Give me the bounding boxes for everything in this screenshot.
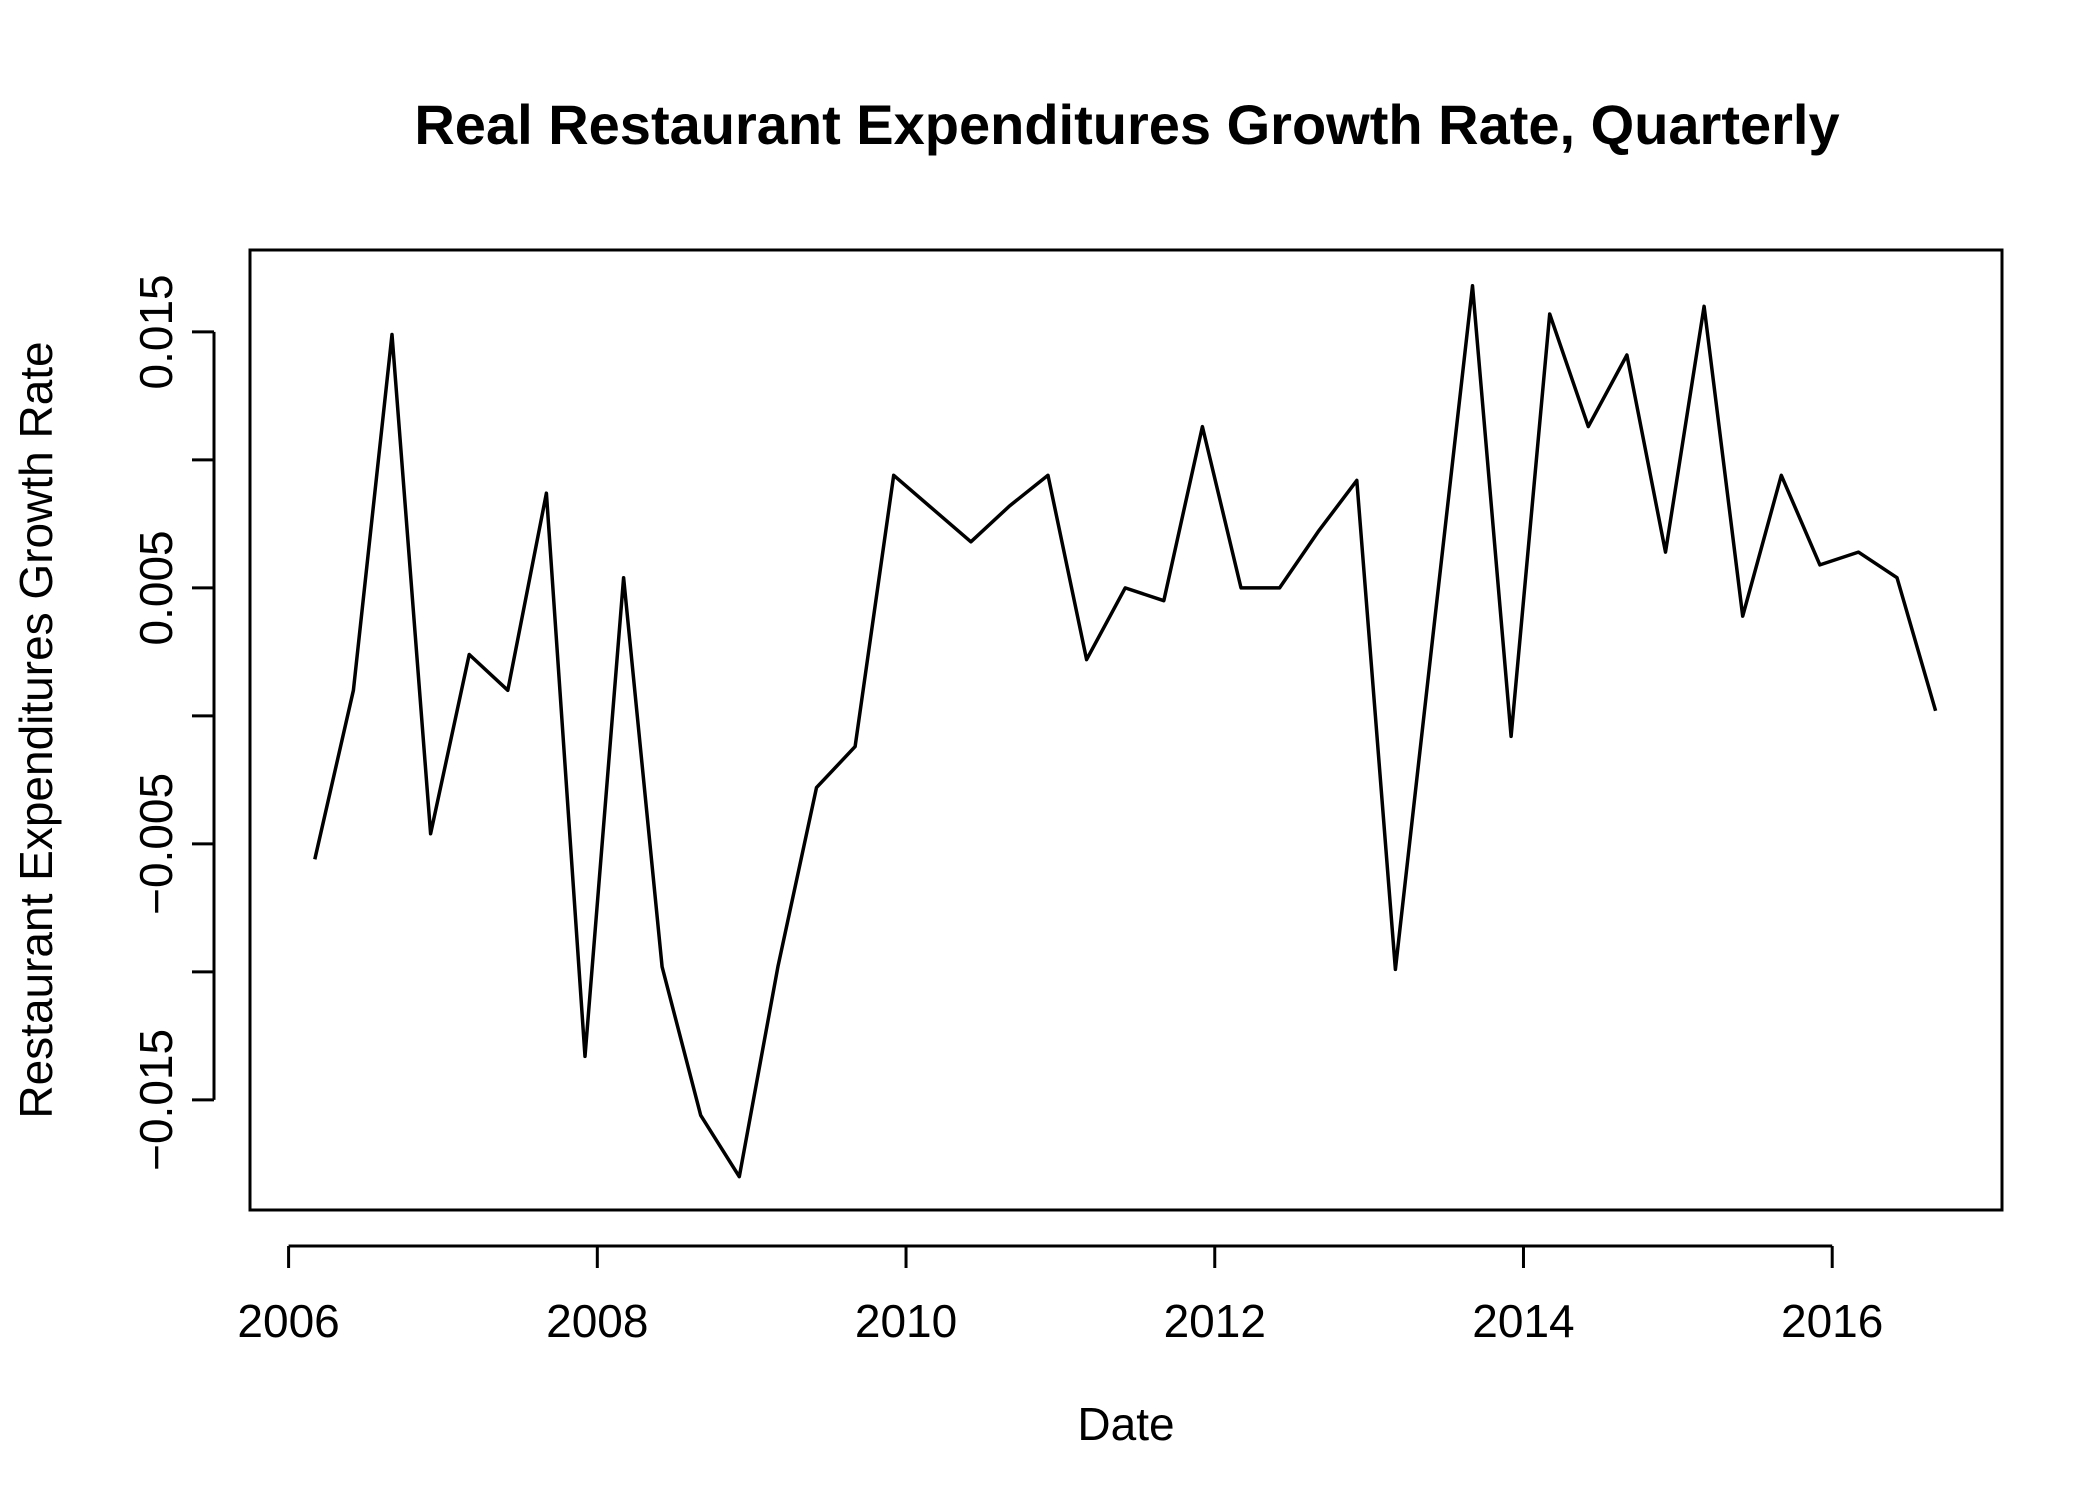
x-tick-label: 2014	[1472, 1295, 1574, 1347]
series-line	[313, 284, 1938, 1179]
y-tick-label: −0.015	[130, 1029, 182, 1171]
chart-title: Real Restaurant Expenditures Growth Rate…	[414, 93, 1839, 156]
y-axis-label: Restaurant Expenditures Growth Rate	[10, 341, 62, 1118]
series-points	[312, 283, 1938, 1179]
x-axis-label: Date	[1077, 1398, 1174, 1450]
y-axis: −0.015 −0.005 0.005 0.015	[130, 274, 216, 1171]
x-axis: 2006 2008 2010 2012 2014 2016	[237, 1244, 1883, 1347]
y-tick-label: 0.015	[130, 274, 182, 389]
plot-frame	[248, 248, 2004, 1212]
x-tick-label: 2012	[1164, 1295, 1266, 1347]
x-tick-label: 2008	[546, 1295, 648, 1347]
y-tick-label: 0.005	[130, 530, 182, 645]
x-tick-label: 2006	[237, 1295, 339, 1347]
x-tick-label: 2016	[1781, 1295, 1883, 1347]
x-tick-label: 2010	[855, 1295, 957, 1347]
y-tick-label: −0.005	[130, 773, 182, 915]
